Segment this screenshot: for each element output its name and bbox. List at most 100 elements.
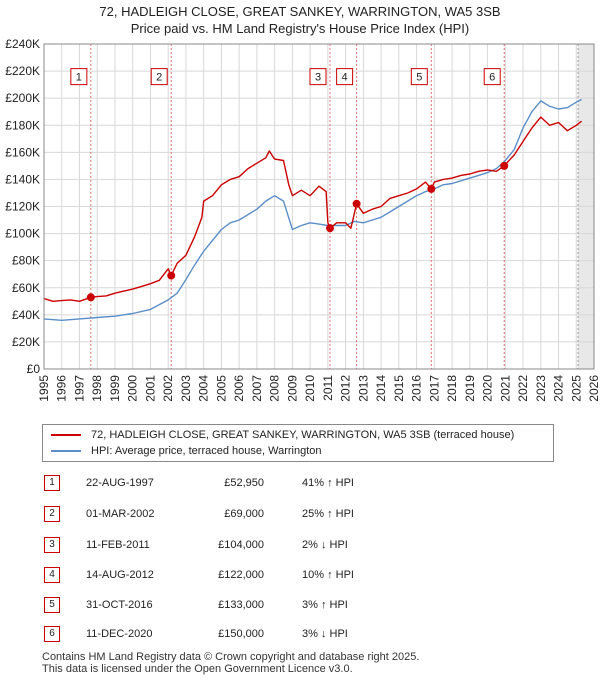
footer-licence: This data is licensed under the Open Gov… <box>42 663 353 675</box>
sale-number-badge: 1 <box>44 475 60 491</box>
sale-hpi-change: 41% ↑ HPI <box>302 477 354 489</box>
sale-date: 11-FEB-2011 <box>86 539 150 551</box>
y-tick-label: £140K <box>5 172 40 186</box>
x-tick-label: 2013 <box>356 375 370 402</box>
sale-price: £133,000 <box>218 599 264 611</box>
x-tick-label: 1996 <box>55 375 69 402</box>
sale-point <box>326 224 334 233</box>
sale-label-box <box>483 68 501 86</box>
sale-label: 6 <box>489 72 495 84</box>
y-tick-label: £40K <box>12 308 40 322</box>
x-tick-label: 2020 <box>481 375 495 402</box>
x-tick-label: 2021 <box>498 375 512 402</box>
x-tick-label: 2001 <box>143 375 157 402</box>
x-tick-label: 2017 <box>427 375 441 402</box>
sale-price: £150,000 <box>218 628 264 640</box>
series-line-property <box>43 116 583 302</box>
x-tick-label: 1998 <box>90 375 104 402</box>
sale-hpi-change: 3% ↓ HPI <box>302 628 348 640</box>
footer: Contains HM Land Registry data © Crown c… <box>42 651 419 675</box>
sale-number-badge: 4 <box>44 567 60 583</box>
x-tick-label: 2016 <box>410 375 424 402</box>
legend-swatch-property <box>51 434 81 437</box>
y-tick-label: £20K <box>12 335 40 349</box>
sale-hpi-change: 10% ↑ HPI <box>302 569 354 581</box>
legend-label-hpi: HPI: Average price, terraced house, Warr… <box>91 445 322 457</box>
y-tick-label: £200K <box>5 91 40 105</box>
footer-copyright: Contains HM Land Registry data © Crown c… <box>42 651 420 663</box>
y-tick-label: £160K <box>5 145 40 159</box>
legend-item-hpi: HPI: Average price, terraced house, Warr… <box>51 443 322 459</box>
x-tick-label: 2007 <box>250 375 264 402</box>
sale-price: £69,000 <box>224 508 264 520</box>
x-tick-label: 2005 <box>214 375 228 402</box>
x-tick-label: 2002 <box>161 375 175 402</box>
sale-price: £52,950 <box>224 477 264 489</box>
sale-point <box>352 199 361 208</box>
x-tick-label: 2008 <box>268 375 282 402</box>
sale-number-badge: 3 <box>44 537 60 553</box>
sale-point <box>86 293 95 302</box>
sale-label-box <box>150 68 168 86</box>
y-tick-label: £100K <box>5 227 40 241</box>
y-tick-label: £180K <box>5 118 40 132</box>
x-tick-label: 2006 <box>232 375 246 402</box>
x-tick-label: 2022 <box>516 375 530 402</box>
x-tick-label: 2004 <box>197 375 211 402</box>
sale-price: £122,000 <box>218 569 264 581</box>
sale-label: 3 <box>315 72 321 84</box>
x-tick-label: 2011 <box>321 375 335 401</box>
table-row: 3 11-FEB-2011 £104,000 2% ↓ HPI <box>42 535 562 555</box>
x-tick-label: 2023 <box>534 375 548 402</box>
x-tick-label: 2010 <box>303 375 317 402</box>
sale-hpi-change: 2% ↓ HPI <box>302 539 348 551</box>
x-tick-label: 1999 <box>108 375 122 402</box>
x-tick-label: 2003 <box>179 375 193 402</box>
table-row: 6 11-DEC-2020 £150,000 3% ↓ HPI <box>42 624 562 644</box>
sale-date: 01-MAR-2002 <box>86 508 155 520</box>
sale-hpi-change: 25% ↑ HPI <box>302 508 354 520</box>
sale-label-box <box>410 68 428 86</box>
plot-border <box>43 43 595 370</box>
sale-number-badge: 2 <box>44 506 60 522</box>
x-tick-label: 2018 <box>445 375 459 402</box>
y-tick-label: £240K <box>5 37 40 51</box>
sale-label: 4 <box>342 72 348 84</box>
sale-price: £104,000 <box>218 539 264 551</box>
sale-label-box <box>309 68 327 86</box>
sale-label: 1 <box>76 72 82 84</box>
y-tick-label: £60K <box>12 281 40 295</box>
sale-point <box>500 161 509 170</box>
y-tick-label: £120K <box>5 200 40 214</box>
sale-label: 2 <box>156 72 162 84</box>
sale-date: 11-DEC-2020 <box>86 628 153 640</box>
x-tick-label: 2012 <box>339 375 353 402</box>
x-tick-label: 2015 <box>392 375 406 402</box>
legend-item-property: 72, HADLEIGH CLOSE, GREAT SANKEY, WARRIN… <box>51 427 514 443</box>
sale-number-badge: 6 <box>44 626 60 642</box>
y-tick-label: £80K <box>12 254 40 268</box>
y-tick-label: £0 <box>27 362 41 376</box>
x-tick-label: 2024 <box>552 375 566 402</box>
x-tick-label: 1995 <box>37 375 51 402</box>
x-tick-label: 2000 <box>126 375 140 402</box>
table-row: 4 14-AUG-2012 £122,000 10% ↑ HPI <box>42 565 562 585</box>
title-line-1: 72, HADLEIGH CLOSE, GREAT SANKEY, WARRIN… <box>99 4 501 19</box>
table-row: 1 22-AUG-1997 £52,950 41% ↑ HPI <box>42 473 562 493</box>
y-tick-label: £220K <box>5 64 40 78</box>
chart-legend: 72, HADLEIGH CLOSE, GREAT SANKEY, WARRIN… <box>42 424 554 462</box>
table-row: 2 01-MAR-2002 £69,000 25% ↑ HPI <box>42 504 562 524</box>
x-tick-label: 2019 <box>463 375 477 402</box>
table-row: 5 31-OCT-2016 £133,000 3% ↑ HPI <box>42 595 562 615</box>
x-tick-label: 2014 <box>374 375 388 402</box>
series-line-hpi <box>43 98 582 321</box>
chart-title: 72, HADLEIGH CLOSE, GREAT SANKEY, WARRIN… <box>0 3 600 37</box>
sale-date: 31-OCT-2016 <box>86 599 153 611</box>
legend-label-property: 72, HADLEIGH CLOSE, GREAT SANKEY, WARRIN… <box>91 429 515 441</box>
sale-label: 5 <box>416 72 422 84</box>
sale-date: 14-AUG-2012 <box>86 569 154 581</box>
x-tick-label: 2009 <box>285 375 299 402</box>
sale-point <box>167 271 176 280</box>
sale-label-box <box>70 68 88 86</box>
x-tick-label: 2025 <box>569 375 583 402</box>
